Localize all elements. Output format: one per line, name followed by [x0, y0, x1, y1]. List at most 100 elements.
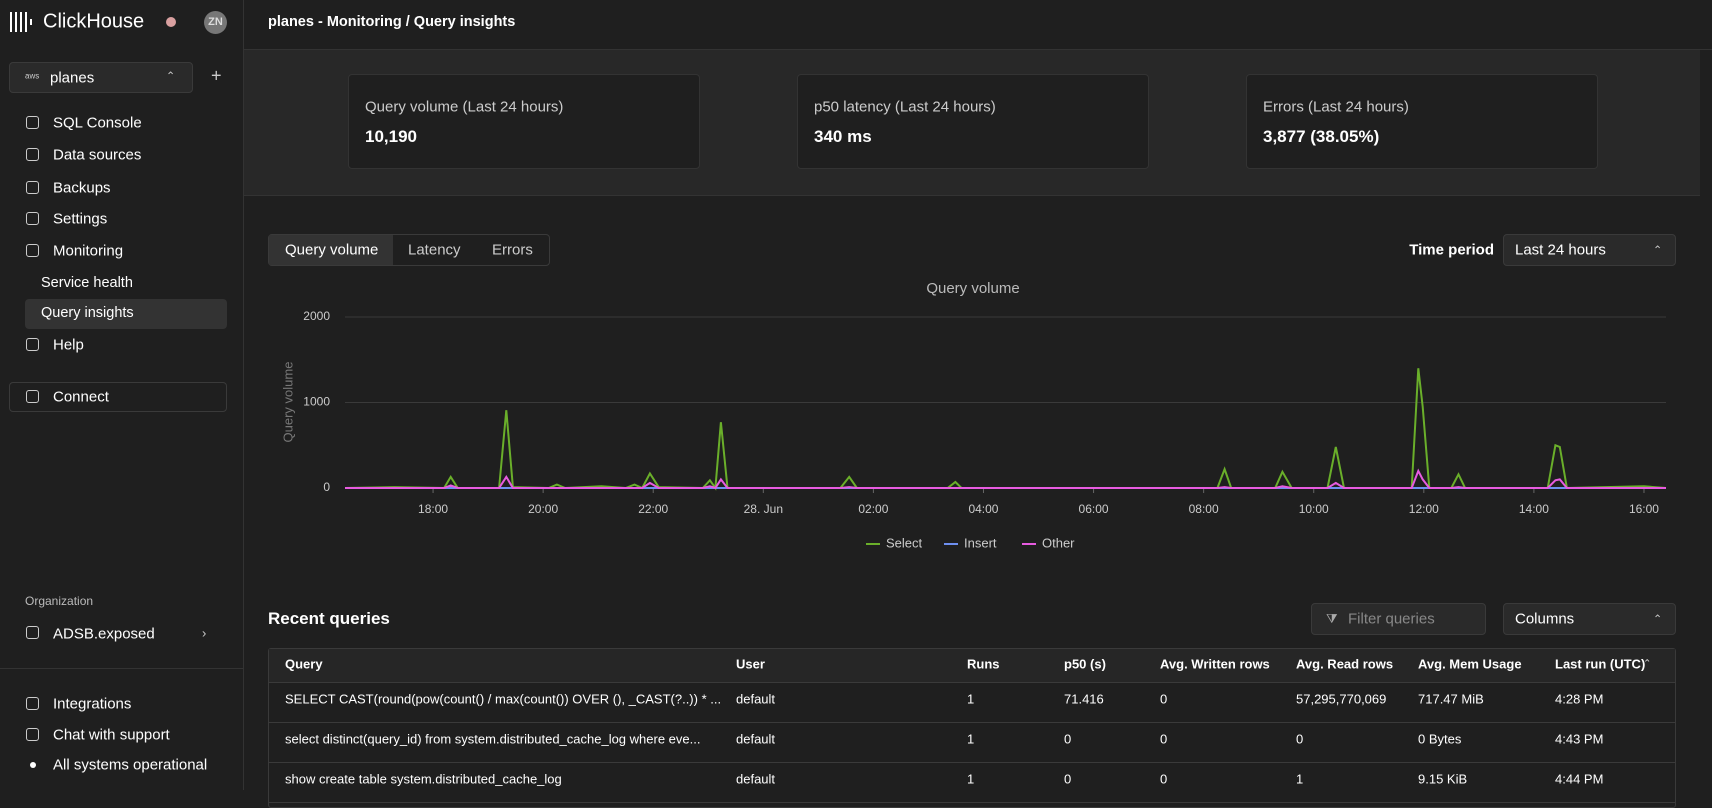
- table-cell: 71.416: [1064, 692, 1104, 707]
- table-cell: 4:44 PM: [1555, 772, 1603, 787]
- x-tick-label: 14:00: [1519, 502, 1549, 516]
- connect-button[interactable]: [9, 382, 227, 412]
- org-name[interactable]: ADSB.exposed: [53, 626, 155, 643]
- x-tick-label: 28. Jun: [744, 502, 783, 516]
- nav-item[interactable]: Backups: [53, 180, 111, 197]
- stat-value: 10,190: [365, 127, 417, 147]
- legend-label: Insert: [964, 535, 997, 550]
- page-title: planes - Monitoring / Query insights: [268, 14, 515, 30]
- tab[interactable]: Errors: [492, 242, 533, 259]
- logo: [10, 10, 32, 34]
- avatar[interactable]: ZN: [204, 11, 227, 34]
- icon: [26, 338, 39, 351]
- table-cell: 0: [1064, 772, 1071, 787]
- divider: [0, 668, 243, 669]
- table-cell: 0: [1296, 732, 1303, 747]
- table-cell: 1: [1296, 772, 1303, 787]
- table-cell: default: [736, 772, 775, 787]
- provider: aws: [25, 72, 39, 81]
- table-cell: select distinct(query_id) from system.di…: [285, 732, 700, 747]
- table-cell: 4:43 PM: [1555, 732, 1603, 747]
- y-axis-label: Query volume: [280, 362, 295, 443]
- tab[interactable]: Query volume: [285, 242, 378, 259]
- icon: [26, 728, 39, 741]
- column-header[interactable]: Avg. Read rows: [1296, 657, 1393, 672]
- brand: ClickHouse: [43, 11, 144, 34]
- x-tick-label: 22:00: [638, 502, 668, 516]
- stat-card: [1246, 74, 1598, 169]
- legend-label: Other: [1042, 535, 1075, 550]
- add-button[interactable]: +: [211, 66, 222, 87]
- column-header[interactable]: Query: [285, 657, 323, 672]
- connect-label: Connect: [53, 389, 109, 406]
- x-tick-label: 16:00: [1629, 502, 1659, 516]
- x-tick-label: 02:00: [858, 502, 888, 516]
- table-cell: show create table system.distributed_cac…: [285, 772, 562, 787]
- filter-placeholder: Filter queries: [1348, 611, 1435, 628]
- nav-item[interactable]: Settings: [53, 211, 107, 228]
- icon: [26, 148, 39, 161]
- chart-title: Query volume: [926, 280, 1019, 297]
- column-header[interactable]: Avg. Mem Usage: [1418, 657, 1522, 672]
- chevron: ›: [202, 626, 206, 641]
- page: ClickHouse ZN aws planes ⌃ + planes - Mo…: [0, 0, 1712, 790]
- stat-card: [797, 74, 1149, 169]
- nav-subitem[interactable]: Query insights: [41, 305, 134, 321]
- nav-item[interactable]: SQL Console: [53, 115, 142, 132]
- service-name: planes: [50, 70, 94, 87]
- column-header[interactable]: p50 (s): [1064, 657, 1106, 672]
- time-period-label: Time period: [1409, 242, 1494, 259]
- table-cell: 0: [1160, 772, 1167, 787]
- y-tick-label: 0: [323, 480, 330, 494]
- icon: [26, 697, 39, 710]
- stat-label: Query volume (Last 24 hours): [365, 99, 563, 116]
- table-cell: 0: [1160, 732, 1167, 747]
- table-cell: 1: [967, 732, 974, 747]
- stat-value: 340 ms: [814, 127, 872, 147]
- filter-icon: ⧩: [1326, 611, 1338, 627]
- table-cell: 0: [1064, 732, 1071, 747]
- org-label: Organization: [25, 594, 93, 608]
- y-tick-label: 1000: [303, 395, 330, 409]
- nav-item[interactable]: Data sources: [53, 147, 141, 164]
- table-cell: 0: [1160, 692, 1167, 707]
- column-header[interactable]: Last run (UTC): [1555, 657, 1645, 672]
- status-dot: [166, 17, 176, 27]
- column-header[interactable]: Runs: [967, 657, 1000, 672]
- series-line: [345, 368, 1666, 488]
- stat-label: p50 latency (Last 24 hours): [814, 99, 996, 116]
- status-dot: [30, 762, 36, 768]
- nav-subitem[interactable]: Service health: [41, 275, 133, 291]
- app: ClickHouse ZN aws planes ⌃ + planes - Mo…: [0, 0, 1712, 790]
- column-header[interactable]: Avg. Written rows: [1160, 657, 1270, 672]
- chevron: ⌃: [1653, 613, 1662, 626]
- x-tick-label: 08:00: [1189, 502, 1219, 516]
- table-cell: default: [736, 692, 775, 707]
- tab[interactable]: Latency: [408, 242, 461, 259]
- nav-item[interactable]: Help: [53, 337, 84, 354]
- section-title: Recent queries: [268, 609, 390, 629]
- footer-item[interactable]: Chat with support: [53, 727, 170, 744]
- table-cell: SELECT CAST(round(pow(count() / max(coun…: [285, 692, 721, 707]
- icon: [26, 212, 39, 225]
- x-tick-label: 20:00: [528, 502, 558, 516]
- table-cell: 57,295,770,069: [1296, 692, 1386, 707]
- icon: [26, 626, 39, 639]
- table-cell: 1: [967, 772, 974, 787]
- x-tick-label: 18:00: [418, 502, 448, 516]
- stat-value: 3,877 (38.05%): [1263, 127, 1379, 147]
- table-cell: 717.47 MiB: [1418, 692, 1484, 707]
- sort-icon: ⌃: [1643, 659, 1651, 670]
- y-tick-label: 2000: [303, 309, 330, 323]
- footer-item[interactable]: Integrations: [53, 696, 131, 713]
- x-tick-label: 10:00: [1299, 502, 1329, 516]
- time-period-value: Last 24 hours: [1515, 242, 1606, 259]
- nav-item[interactable]: Monitoring: [53, 243, 123, 260]
- column-header[interactable]: User: [736, 657, 765, 672]
- icon: [26, 116, 39, 129]
- stat-card: [348, 74, 700, 169]
- table-cell: 9.15 KiB: [1418, 772, 1467, 787]
- footer-item[interactable]: All systems operational: [53, 757, 207, 774]
- stat-label: Errors (Last 24 hours): [1263, 99, 1409, 116]
- icon: [26, 181, 39, 194]
